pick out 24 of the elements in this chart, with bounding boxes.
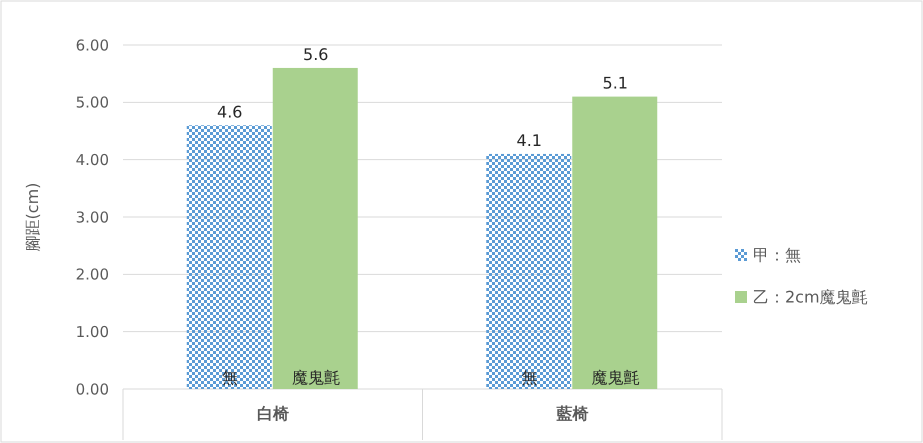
y-tick-label: 3.00: [76, 208, 109, 226]
bar: [572, 96, 658, 389]
legend-label: 乙：2cm魔鬼氈: [753, 288, 868, 307]
annotation: 無: [521, 368, 538, 387]
x-tick-label: 白椅: [256, 404, 289, 423]
bar: [272, 68, 358, 389]
legend-label: 甲：無: [753, 246, 801, 265]
y-axis-title: 腳距(cm): [23, 182, 42, 252]
bar: [186, 125, 272, 389]
x-tick-label: 藍椅: [555, 404, 588, 423]
data-label: 4.6: [217, 102, 242, 122]
y-tick-label: 6.00: [76, 36, 109, 54]
y-tick-label: 2.00: [76, 266, 109, 284]
y-tick-label: 4.00: [76, 150, 109, 169]
y-tick-label: 5.00: [76, 94, 109, 112]
annotation: 魔鬼氈: [591, 368, 640, 387]
y-tick-label: 0.00: [76, 380, 109, 398]
data-label: 4.1: [516, 130, 542, 150]
y-tick-label: 1.00: [76, 322, 109, 341]
annotation: 無: [222, 368, 238, 387]
data-label: 5.1: [602, 74, 628, 93]
data-label: 5.6: [303, 44, 328, 64]
annotation: 魔鬼氈: [292, 368, 340, 387]
bar: [486, 154, 572, 389]
